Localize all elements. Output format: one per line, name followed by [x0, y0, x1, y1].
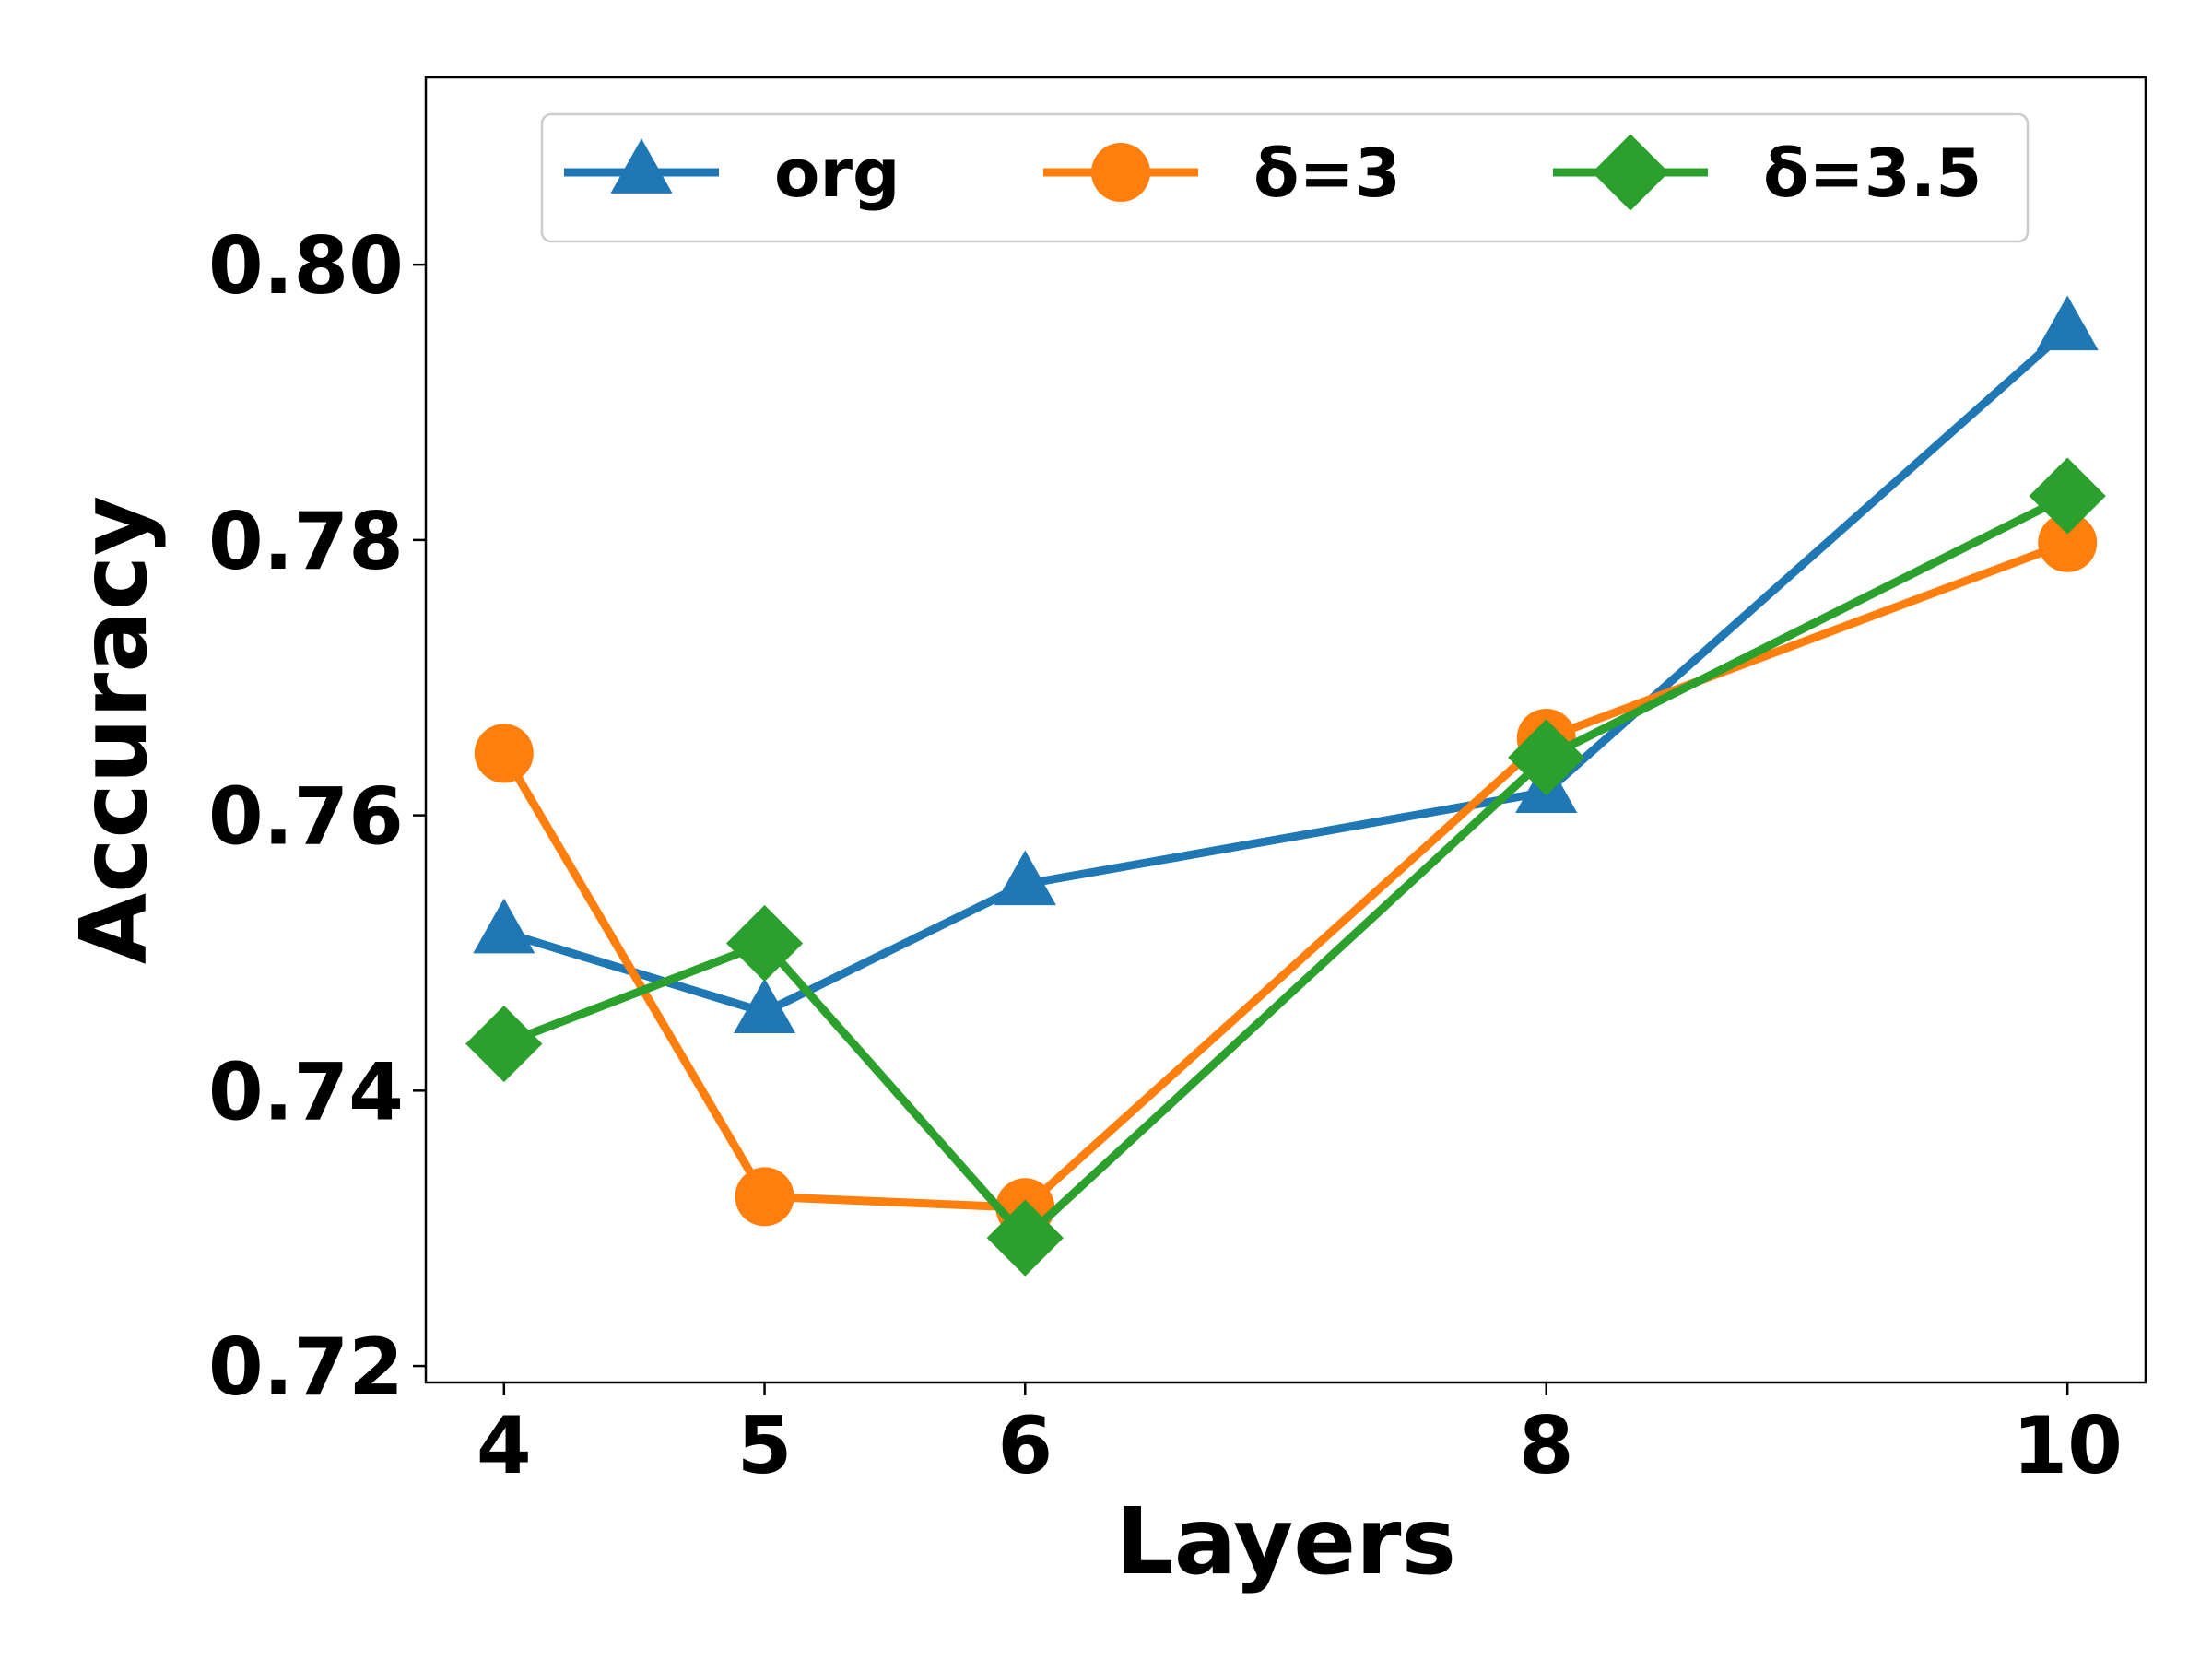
data-point: [2036, 295, 2099, 351]
legend-entry: org: [564, 135, 900, 212]
legend-marker: [610, 138, 673, 194]
plot-frame: [424, 76, 2147, 1384]
data-point: [465, 1005, 543, 1083]
data-point: [2029, 457, 2106, 535]
data-point: [994, 850, 1056, 906]
axes: 4 5 6 8 10 0.72 0.74 0.76 0.78 0.80: [208, 220, 2123, 1492]
series-1: [473, 295, 2099, 1034]
x-tick-label: 10: [2012, 1400, 2123, 1492]
x-tick-label: 8: [1519, 1400, 1574, 1492]
legend-marker: [1592, 134, 1669, 211]
data-point: [1508, 719, 1585, 796]
x-axis-title: Layers: [1115, 1488, 1456, 1595]
data-point: [986, 1199, 1064, 1277]
data-point: [2038, 512, 2098, 572]
y-tick-label: 0.72: [208, 1322, 404, 1414]
y-axis-title: Accuracy: [60, 496, 168, 964]
y-tick-label: 0.74: [208, 1046, 404, 1138]
y-tick-label: 0.78: [208, 496, 404, 588]
legend-marker: [1091, 143, 1150, 202]
data-point: [474, 724, 534, 783]
legend-label: δ=3.5: [1763, 135, 1982, 212]
data-point: [725, 904, 804, 982]
legend-entry: δ=3.5: [1553, 134, 1982, 212]
data-point: [735, 1167, 794, 1227]
legend-label: org: [774, 135, 900, 212]
series-3: [465, 457, 2106, 1277]
x-tick-label: 5: [737, 1400, 793, 1492]
data-point: [733, 978, 796, 1034]
legend-frame: [540, 112, 2030, 243]
y-tick-label: 0.76: [208, 771, 404, 864]
y-tick-label: 0.80: [208, 220, 404, 312]
legend-entry: δ=3: [1043, 135, 1401, 212]
data-point: [473, 898, 535, 954]
x-tick-label: 6: [997, 1400, 1053, 1492]
chart-marks: [465, 295, 2106, 1277]
legend: org δ=3 δ=3.5: [540, 112, 2030, 243]
plot-area: [426, 77, 2146, 1382]
x-tick-label: 4: [477, 1400, 532, 1492]
legend-label: δ=3: [1253, 135, 1401, 212]
